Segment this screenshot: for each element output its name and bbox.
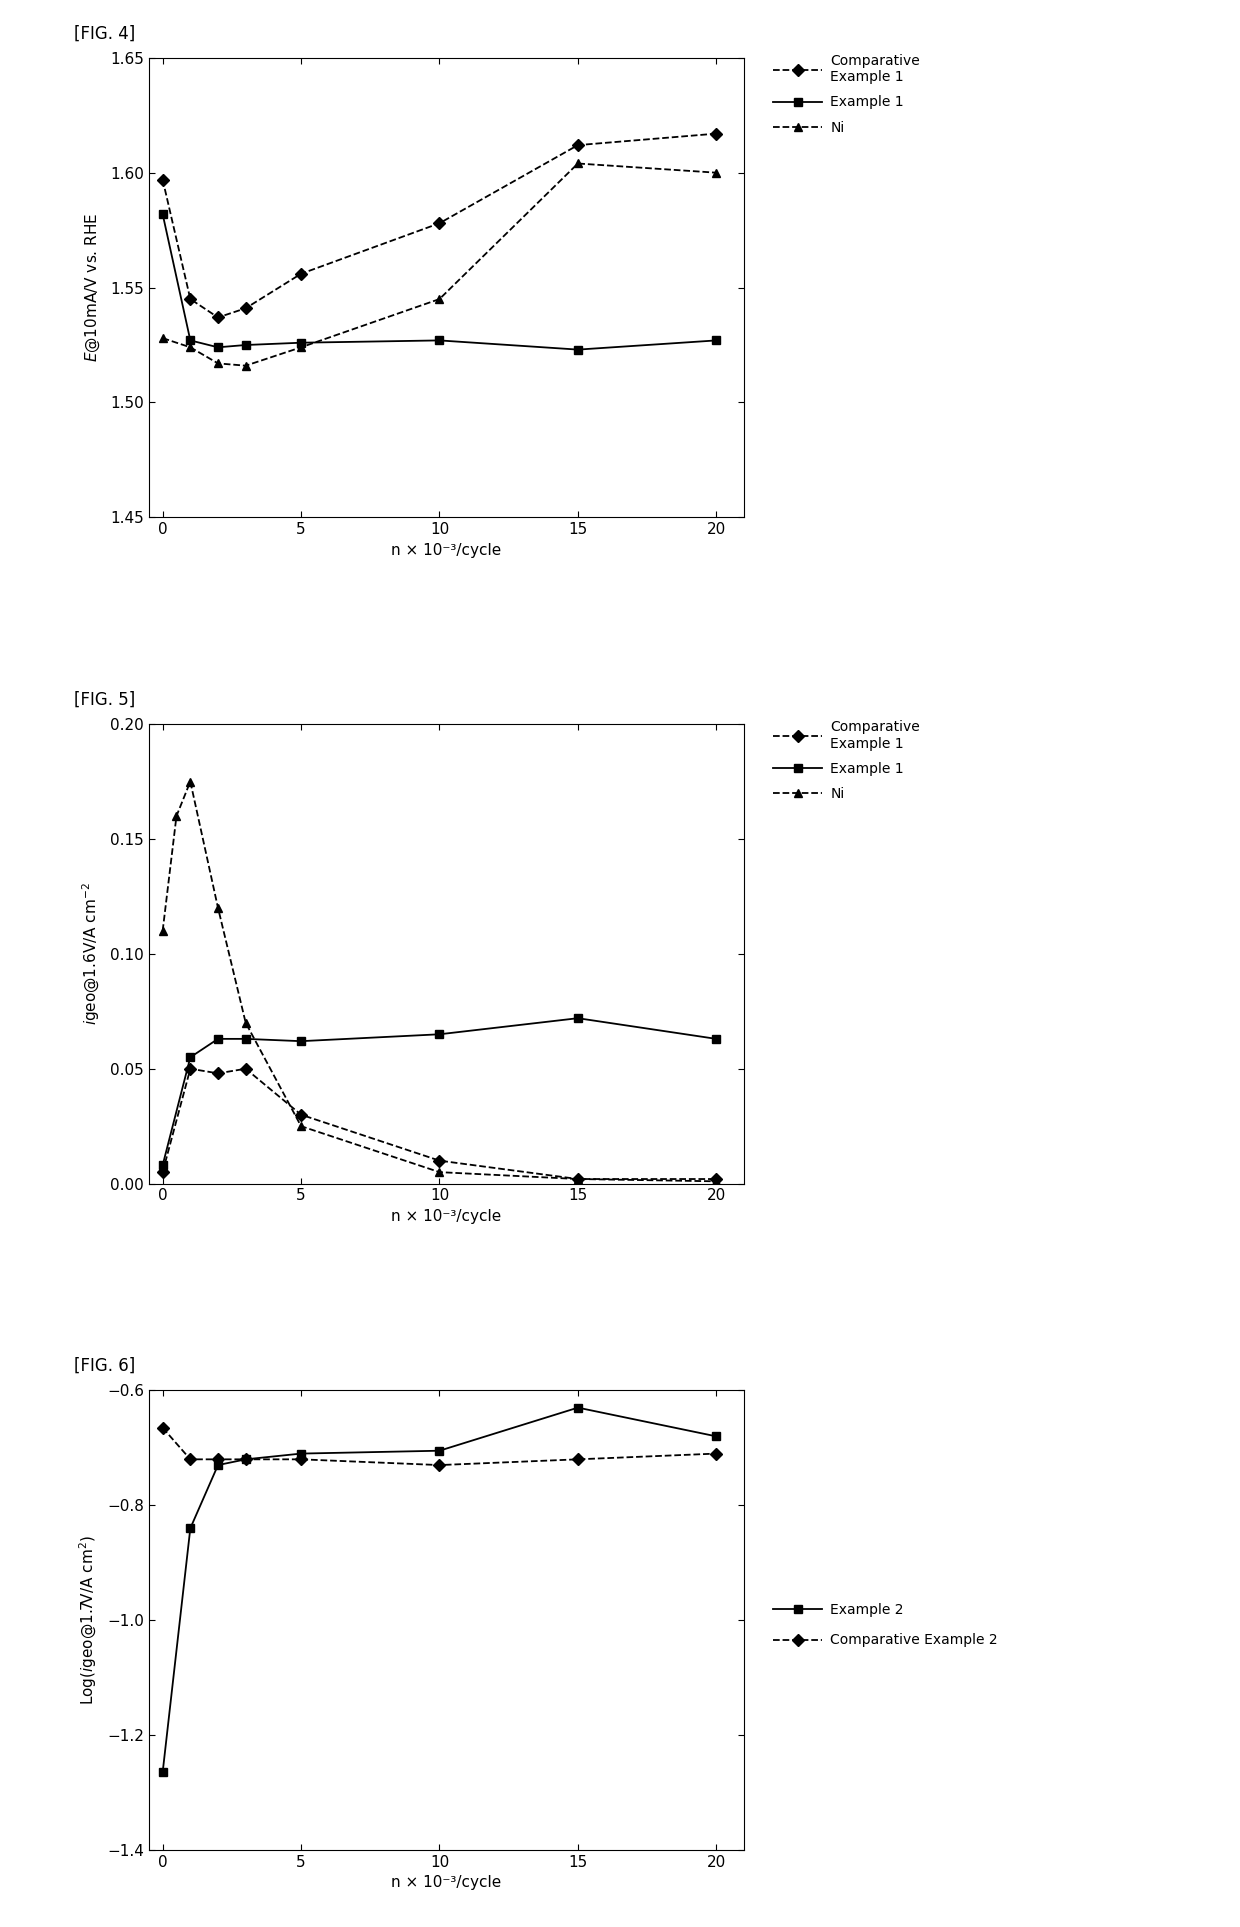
Comparative Example 2 <box>211 1447 226 1470</box>
Comparative Example 2 <box>709 1441 724 1465</box>
Example 1 <box>238 1027 253 1050</box>
Example 1 <box>211 335 226 358</box>
Line: Example 2: Example 2 <box>159 1403 720 1777</box>
Line: Example 1: Example 1 <box>159 210 720 355</box>
Example 1 <box>432 330 446 353</box>
Example 1 <box>155 202 170 225</box>
Example 1 <box>570 1006 585 1029</box>
Y-axis label: $i$geo@1.6V/A cm$^{-2}$: $i$geo@1.6V/A cm$^{-2}$ <box>81 883 102 1025</box>
Line: Comparative
Example 1: Comparative Example 1 <box>159 1064 720 1183</box>
Comparative
Example 1 <box>709 1168 724 1191</box>
Comparative
Example 1 <box>238 297 253 320</box>
Example 1 <box>709 1027 724 1050</box>
Line: Comparative
Example 1: Comparative Example 1 <box>159 129 720 322</box>
Example 2 <box>570 1395 585 1418</box>
Comparative Example 2 <box>294 1447 309 1470</box>
Comparative
Example 1 <box>570 1168 585 1191</box>
Ni <box>211 896 226 919</box>
Text: [FIG. 6]: [FIG. 6] <box>74 1357 135 1376</box>
Ni <box>294 1114 309 1137</box>
Comparative
Example 1 <box>182 287 197 310</box>
Ni <box>709 1170 724 1193</box>
Comparative
Example 1 <box>182 1058 197 1081</box>
Example 1 <box>182 1046 197 1069</box>
Comparative
Example 1 <box>155 168 170 191</box>
Comparative Example 2 <box>570 1447 585 1470</box>
X-axis label: n × 10⁻³/cycle: n × 10⁻³/cycle <box>392 1208 501 1224</box>
Comparative
Example 1 <box>294 262 309 285</box>
Example 2 <box>709 1424 724 1447</box>
Ni <box>182 771 197 794</box>
Ni <box>238 355 253 378</box>
Ni <box>570 1168 585 1191</box>
Ni <box>155 326 170 349</box>
Comparative
Example 1 <box>570 133 585 156</box>
Example 1 <box>432 1023 446 1046</box>
Ni <box>155 919 170 942</box>
Ni <box>709 162 724 185</box>
Comparative
Example 1 <box>432 212 446 235</box>
Example 2 <box>211 1453 226 1476</box>
Example 1 <box>294 1029 309 1052</box>
Ni <box>432 1160 446 1183</box>
Legend: Comparative
Example 1, Example 1, Ni: Comparative Example 1, Example 1, Ni <box>768 715 925 807</box>
Comparative
Example 1 <box>709 121 724 145</box>
Example 1 <box>709 330 724 353</box>
Text: [FIG. 4]: [FIG. 4] <box>74 25 135 42</box>
Ni <box>570 152 585 175</box>
Ni <box>238 1012 253 1035</box>
Ni <box>211 353 226 376</box>
Comparative
Example 1 <box>294 1102 309 1125</box>
Y-axis label: $E$@10mA/V vs. RHE: $E$@10mA/V vs. RHE <box>83 212 102 362</box>
Example 2 <box>238 1447 253 1470</box>
Comparative Example 2 <box>182 1447 197 1470</box>
Line: Comparative Example 2: Comparative Example 2 <box>159 1424 720 1468</box>
Ni <box>294 335 309 358</box>
Example 2 <box>294 1441 309 1465</box>
Text: [FIG. 5]: [FIG. 5] <box>74 690 135 709</box>
Ni <box>432 287 446 310</box>
X-axis label: n × 10⁻³/cycle: n × 10⁻³/cycle <box>392 1875 501 1890</box>
Line: Ni: Ni <box>159 777 720 1185</box>
Example 1 <box>182 330 197 353</box>
Ni <box>169 804 184 827</box>
Comparative
Example 1 <box>211 306 226 330</box>
Comparative
Example 1 <box>211 1062 226 1085</box>
X-axis label: n × 10⁻³/cycle: n × 10⁻³/cycle <box>392 543 501 557</box>
Example 1 <box>294 331 309 355</box>
Comparative Example 2 <box>432 1453 446 1476</box>
Comparative
Example 1 <box>238 1058 253 1081</box>
Comparative
Example 1 <box>432 1148 446 1172</box>
Example 1 <box>211 1027 226 1050</box>
Comparative
Example 1 <box>155 1160 170 1183</box>
Y-axis label: Log($i$geo@1.7V/A cm$^2$): Log($i$geo@1.7V/A cm$^2$) <box>77 1536 99 1705</box>
Example 1 <box>155 1154 170 1177</box>
Example 2 <box>432 1439 446 1463</box>
Comparative Example 2 <box>155 1416 170 1439</box>
Example 1 <box>238 333 253 356</box>
Comparative Example 2 <box>238 1447 253 1470</box>
Legend: Comparative
Example 1, Example 1, Ni: Comparative Example 1, Example 1, Ni <box>768 48 925 141</box>
Ni <box>182 335 197 358</box>
Line: Example 1: Example 1 <box>159 1014 720 1170</box>
Legend: Example 2, Comparative Example 2: Example 2, Comparative Example 2 <box>768 1597 1003 1653</box>
Example 1 <box>570 337 585 360</box>
Line: Ni: Ni <box>159 160 720 370</box>
Example 2 <box>182 1517 197 1540</box>
Example 2 <box>155 1761 170 1784</box>
